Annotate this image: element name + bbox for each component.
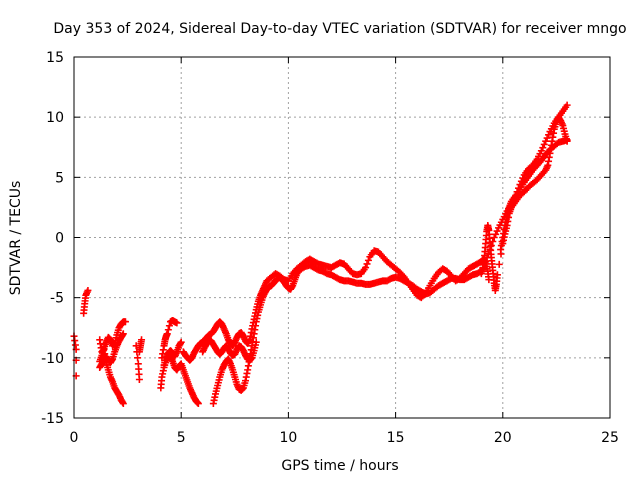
x-tick-label: 5 [177, 430, 186, 446]
data-point [537, 147, 545, 155]
data-point [513, 188, 521, 196]
x-axis-title: GPS time / hours [281, 458, 398, 474]
data-point [540, 140, 548, 148]
data-point [497, 250, 505, 258]
chart-title: Day 353 of 2024, Sidereal Day-to-day VTE… [53, 21, 626, 37]
data-point [84, 286, 92, 294]
data-point [490, 234, 498, 241]
data-point [138, 336, 146, 344]
grid [74, 57, 610, 418]
data-point [121, 318, 129, 326]
y-tick-label: 0 [55, 231, 64, 247]
data-point [363, 260, 371, 268]
data-point [517, 177, 525, 185]
y-axis-title: SDTVAR / TECUs [8, 181, 24, 296]
series-track-c [96, 113, 571, 371]
data-point [542, 137, 550, 145]
data-point [177, 338, 185, 346]
data-point [173, 319, 181, 327]
data-point [252, 338, 260, 346]
data-point [545, 131, 553, 139]
data-point [516, 181, 524, 189]
data-point [563, 137, 571, 145]
data-points [70, 101, 571, 408]
data-point [163, 330, 171, 338]
data-point [563, 101, 571, 109]
y-tick-label: 15 [46, 50, 64, 66]
data-point [119, 400, 127, 408]
data-point [515, 184, 523, 192]
data-point [493, 271, 501, 279]
axis-ticks: 0 5 10 15 20 25 -15 -10 -5 0 5 10 15 [41, 50, 619, 446]
data-point [119, 330, 127, 338]
data-point [492, 230, 500, 238]
data-point [194, 400, 202, 408]
data-point [539, 144, 547, 152]
y-tick-label: 5 [55, 170, 64, 186]
data-point [164, 326, 172, 334]
data-point [495, 260, 503, 268]
y-tick-label: -15 [41, 411, 64, 427]
data-point [134, 354, 142, 362]
y-tick-label: 10 [46, 110, 64, 126]
data-point [165, 322, 173, 330]
y-tick-label: -5 [50, 291, 64, 307]
x-tick-label: 15 [387, 430, 405, 446]
x-tick-label: 20 [494, 430, 512, 446]
data-point [543, 134, 551, 142]
data-point [493, 227, 501, 235]
x-tick-label: 10 [279, 430, 297, 446]
data-point [519, 174, 527, 182]
data-point [364, 256, 372, 264]
data-point [362, 264, 370, 272]
y-tick-label: -10 [41, 351, 64, 367]
x-tick-label: 25 [601, 430, 619, 446]
x-tick-label: 0 [70, 430, 79, 446]
series-track-b [96, 101, 571, 365]
data-point [135, 375, 143, 383]
